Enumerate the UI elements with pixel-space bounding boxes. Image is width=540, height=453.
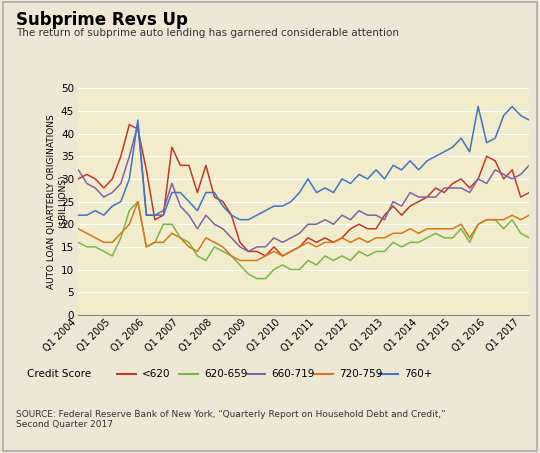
Y-axis label: AUTO LOAN QUARTERLY ORIGINATIONS
($BILLIONS): AUTO LOAN QUARTERLY ORIGINATIONS ($BILLI… xyxy=(47,114,66,289)
Text: SOURCE: Federal Reserve Bank of New York, “Quarterly Report on Household Debt an: SOURCE: Federal Reserve Bank of New York… xyxy=(16,410,446,429)
Text: Subprime Revs Up: Subprime Revs Up xyxy=(16,11,188,29)
Text: 660-719: 660-719 xyxy=(272,369,315,379)
Text: 620-659: 620-659 xyxy=(204,369,247,379)
Text: 760+: 760+ xyxy=(404,369,433,379)
Text: Credit Score: Credit Score xyxy=(27,369,91,379)
Text: 720-759: 720-759 xyxy=(339,369,382,379)
Text: The return of subprime auto lending has garnered considerable attention: The return of subprime auto lending has … xyxy=(16,28,399,38)
Text: <620: <620 xyxy=(142,369,171,379)
